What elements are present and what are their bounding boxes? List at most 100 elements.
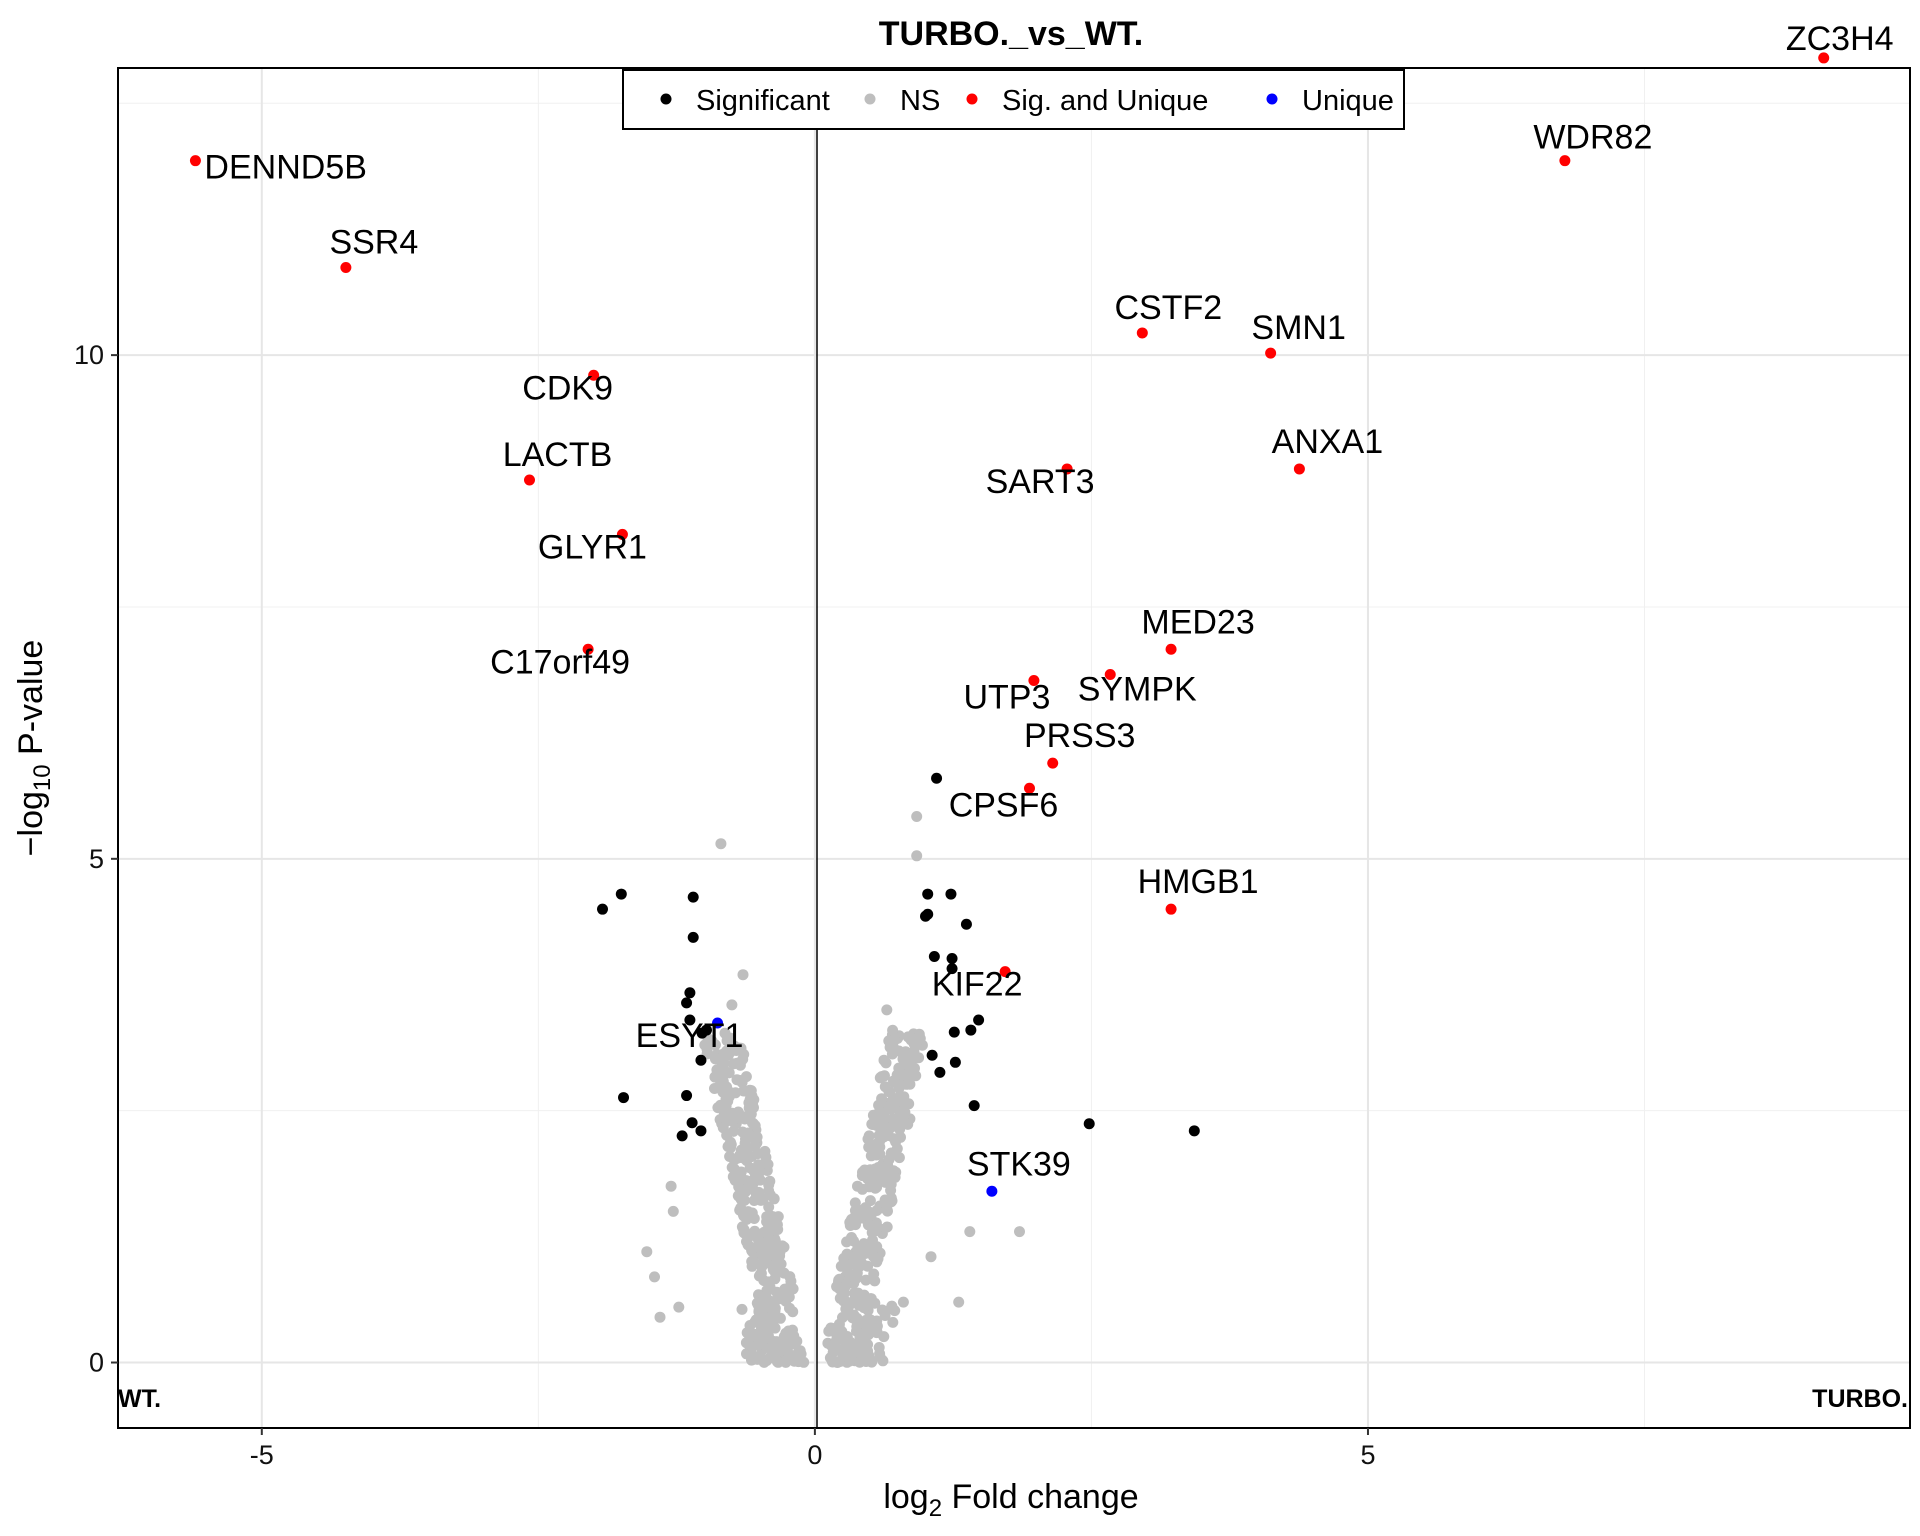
significant-point bbox=[686, 1117, 698, 1129]
ns-point bbox=[898, 1091, 910, 1103]
significant-point bbox=[1188, 1125, 1200, 1137]
ns-point bbox=[709, 1071, 721, 1083]
ns-point bbox=[780, 1289, 792, 1301]
ns-point bbox=[890, 1136, 902, 1148]
ns-point bbox=[863, 1130, 875, 1142]
ns-point bbox=[798, 1356, 810, 1368]
ns-point bbox=[740, 1071, 752, 1083]
ns-point bbox=[925, 1251, 937, 1263]
ns-point bbox=[865, 1319, 877, 1331]
significant-point bbox=[615, 888, 627, 900]
gene-label-zc3h4: ZC3H4 bbox=[1786, 20, 1894, 58]
ns-point bbox=[823, 1325, 835, 1337]
ns-point bbox=[747, 1341, 758, 1353]
ns-point bbox=[736, 1303, 748, 1315]
ns-point bbox=[873, 1099, 885, 1111]
legend-key-ns bbox=[864, 93, 876, 105]
legend: Significant NS Sig. and Unique Unique bbox=[622, 69, 1405, 130]
gene-point-anxa1 bbox=[1293, 463, 1305, 475]
ns-point bbox=[774, 1312, 786, 1324]
legend-key-unique bbox=[1266, 93, 1278, 105]
ns-point bbox=[738, 1224, 750, 1236]
ns-point bbox=[881, 1221, 893, 1233]
ns-point bbox=[867, 1109, 879, 1121]
ns-point bbox=[879, 1194, 891, 1206]
ns-point bbox=[837, 1350, 849, 1362]
ns-point bbox=[737, 969, 749, 981]
gene-point-utp3 bbox=[1028, 675, 1040, 687]
y-tick-label: 5 bbox=[89, 844, 104, 874]
significant-point bbox=[973, 1014, 985, 1026]
significant-point bbox=[695, 1125, 707, 1137]
gene-point-med23 bbox=[1165, 643, 1177, 655]
significant-point bbox=[928, 951, 940, 963]
significant-point bbox=[948, 1026, 960, 1038]
ns-point bbox=[953, 1296, 965, 1308]
ns-point bbox=[746, 1349, 758, 1361]
significant-point bbox=[934, 1066, 946, 1078]
ns-point bbox=[851, 1267, 863, 1279]
gene-label-anxa1: ANXA1 bbox=[1272, 423, 1384, 461]
gene-point-kif22 bbox=[999, 966, 1011, 978]
gene-point-cdk9 bbox=[588, 369, 600, 381]
gene-point-zc3h4 bbox=[1818, 52, 1830, 64]
ns-point bbox=[855, 1256, 867, 1268]
ns-point bbox=[885, 1101, 897, 1113]
ns-point bbox=[883, 1130, 895, 1141]
ns-point bbox=[868, 1268, 880, 1280]
ns-point bbox=[876, 1071, 888, 1083]
gene-point-c17orf49 bbox=[582, 643, 594, 655]
ns-point bbox=[870, 1224, 882, 1235]
ns-point bbox=[746, 1327, 757, 1339]
gene-point-sympk bbox=[1104, 668, 1116, 680]
significant-point bbox=[684, 1014, 696, 1026]
gene-label-prss3: PRSS3 bbox=[1024, 717, 1136, 755]
ns-point bbox=[735, 1166, 747, 1178]
ns-point bbox=[884, 1086, 896, 1098]
ns-point bbox=[721, 1129, 733, 1141]
ns-point bbox=[772, 1211, 784, 1223]
y-axis-title: −log10 P-value bbox=[12, 640, 56, 857]
legend-label-ns: NS bbox=[900, 85, 940, 117]
ns-point bbox=[848, 1287, 860, 1299]
significant-point bbox=[968, 1100, 980, 1112]
significant-point bbox=[945, 888, 957, 900]
gene-point-wdr82 bbox=[1559, 155, 1571, 167]
ns-point bbox=[908, 1045, 920, 1057]
ns-point bbox=[709, 1083, 720, 1094]
significant-point bbox=[946, 953, 958, 965]
ns-point bbox=[764, 1321, 776, 1333]
labelled-points bbox=[189, 52, 1830, 1197]
ns-point bbox=[766, 1310, 778, 1322]
axes: -5 0 5 0 5 10 bbox=[74, 340, 1376, 1470]
ns-point bbox=[859, 1164, 871, 1176]
ns-point bbox=[654, 1311, 666, 1323]
significant-point bbox=[949, 1056, 961, 1068]
significant-point bbox=[700, 1024, 712, 1036]
gene-label-cstf2: CSTF2 bbox=[1114, 289, 1222, 327]
ns-point bbox=[864, 1245, 875, 1257]
ns-point bbox=[886, 1048, 898, 1060]
ns-point bbox=[761, 1224, 773, 1236]
ns-point bbox=[724, 1151, 736, 1162]
ns-point bbox=[754, 1318, 766, 1329]
gene-point-prss3 bbox=[1047, 757, 1059, 769]
ns-point bbox=[755, 1267, 767, 1279]
gene-point-smn1 bbox=[1265, 347, 1277, 359]
ns-point bbox=[964, 1226, 976, 1238]
significant-point bbox=[926, 1049, 938, 1061]
ns-point bbox=[840, 1280, 852, 1292]
ns-point bbox=[904, 1078, 916, 1090]
ns-point bbox=[862, 1219, 874, 1231]
x-axis-title: log2 Fold change bbox=[883, 1478, 1138, 1522]
ns-point bbox=[858, 1302, 870, 1314]
significant-point bbox=[946, 963, 958, 975]
legend-key-significant bbox=[660, 93, 672, 105]
ns-point bbox=[878, 1331, 890, 1343]
ns-point bbox=[902, 1031, 914, 1043]
ns-point bbox=[766, 1341, 778, 1353]
gridlines bbox=[118, 68, 1910, 1428]
ns-point bbox=[716, 1057, 728, 1069]
ns-point bbox=[721, 1091, 733, 1103]
ns-point bbox=[883, 1154, 895, 1166]
